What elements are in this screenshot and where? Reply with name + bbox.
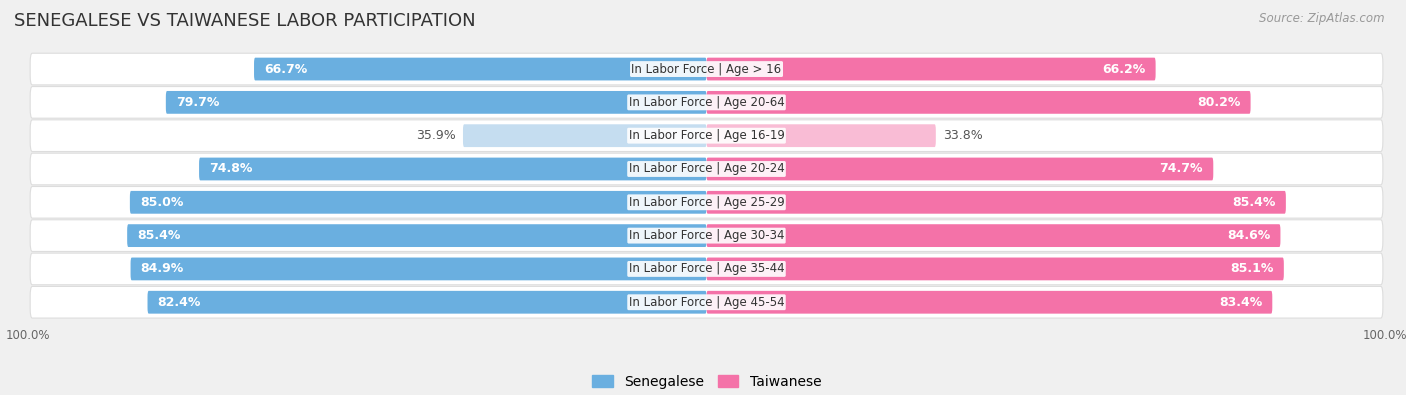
FancyBboxPatch shape xyxy=(30,286,1384,318)
Text: In Labor Force | Age 30-34: In Labor Force | Age 30-34 xyxy=(628,229,785,242)
Text: 82.4%: 82.4% xyxy=(157,296,201,309)
FancyBboxPatch shape xyxy=(148,291,707,314)
Text: 85.0%: 85.0% xyxy=(141,196,183,209)
Text: 79.7%: 79.7% xyxy=(176,96,219,109)
Text: In Labor Force | Age 20-24: In Labor Force | Age 20-24 xyxy=(628,162,785,175)
Text: Source: ZipAtlas.com: Source: ZipAtlas.com xyxy=(1260,12,1385,25)
Legend: Senegalese, Taiwanese: Senegalese, Taiwanese xyxy=(586,369,827,394)
FancyBboxPatch shape xyxy=(707,58,1156,81)
Text: 83.4%: 83.4% xyxy=(1219,296,1263,309)
Text: 66.7%: 66.7% xyxy=(264,62,308,75)
FancyBboxPatch shape xyxy=(254,58,707,81)
FancyBboxPatch shape xyxy=(129,191,707,214)
FancyBboxPatch shape xyxy=(30,120,1384,152)
Text: In Labor Force | Age 35-44: In Labor Force | Age 35-44 xyxy=(628,262,785,275)
Text: In Labor Force | Age 25-29: In Labor Force | Age 25-29 xyxy=(628,196,785,209)
FancyBboxPatch shape xyxy=(30,220,1384,252)
Text: 66.2%: 66.2% xyxy=(1102,62,1146,75)
FancyBboxPatch shape xyxy=(707,224,1281,247)
FancyBboxPatch shape xyxy=(707,124,936,147)
Text: 74.8%: 74.8% xyxy=(209,162,253,175)
FancyBboxPatch shape xyxy=(30,253,1384,285)
Text: 85.1%: 85.1% xyxy=(1230,262,1274,275)
Text: In Labor Force | Age > 16: In Labor Force | Age > 16 xyxy=(631,62,782,75)
FancyBboxPatch shape xyxy=(707,191,1286,214)
FancyBboxPatch shape xyxy=(166,91,707,114)
FancyBboxPatch shape xyxy=(707,258,1284,280)
Text: 80.2%: 80.2% xyxy=(1197,96,1240,109)
FancyBboxPatch shape xyxy=(30,53,1384,85)
Text: 84.9%: 84.9% xyxy=(141,262,184,275)
Text: SENEGALESE VS TAIWANESE LABOR PARTICIPATION: SENEGALESE VS TAIWANESE LABOR PARTICIPAT… xyxy=(14,12,475,30)
FancyBboxPatch shape xyxy=(30,87,1384,118)
FancyBboxPatch shape xyxy=(30,186,1384,218)
FancyBboxPatch shape xyxy=(127,224,707,247)
FancyBboxPatch shape xyxy=(463,124,707,147)
Text: 85.4%: 85.4% xyxy=(138,229,181,242)
Text: 74.7%: 74.7% xyxy=(1160,162,1204,175)
FancyBboxPatch shape xyxy=(707,91,1250,114)
FancyBboxPatch shape xyxy=(707,158,1213,181)
FancyBboxPatch shape xyxy=(131,258,707,280)
FancyBboxPatch shape xyxy=(707,291,1272,314)
Text: 35.9%: 35.9% xyxy=(416,129,456,142)
Text: 84.6%: 84.6% xyxy=(1227,229,1270,242)
Text: 33.8%: 33.8% xyxy=(942,129,983,142)
Text: In Labor Force | Age 16-19: In Labor Force | Age 16-19 xyxy=(628,129,785,142)
Text: In Labor Force | Age 45-54: In Labor Force | Age 45-54 xyxy=(628,296,785,309)
Text: 85.4%: 85.4% xyxy=(1232,196,1275,209)
FancyBboxPatch shape xyxy=(30,153,1384,185)
Text: In Labor Force | Age 20-64: In Labor Force | Age 20-64 xyxy=(628,96,785,109)
FancyBboxPatch shape xyxy=(200,158,707,181)
